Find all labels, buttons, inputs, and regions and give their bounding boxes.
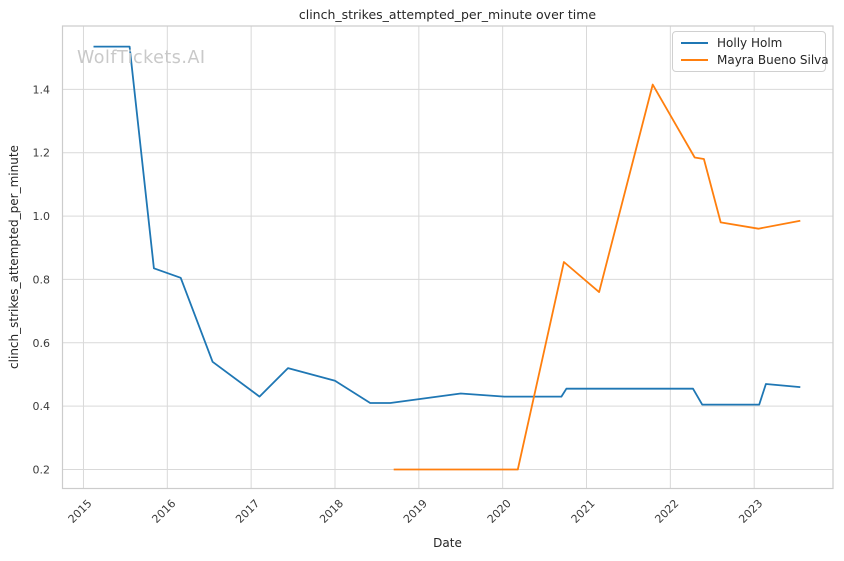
x-tick-label-2023: 2023 — [736, 497, 765, 526]
x-tick-label-2022: 2022 — [652, 497, 681, 526]
series-line-mayra-bueno-silva — [393, 83, 801, 471]
y-tick-label-1.2: 1.2 — [33, 147, 51, 160]
legend-entry-mayra-bueno-silva: Mayra Bueno Silva — [681, 53, 829, 67]
y-tick-label-0.4: 0.4 — [33, 400, 51, 413]
watermark-text: WolfTickets.AI — [77, 48, 206, 68]
legend-line-swatch-blue — [681, 42, 708, 45]
x-tick-label-2021: 2021 — [569, 497, 598, 526]
series-line-holly-holm — [93, 45, 801, 406]
x-tick-label-2015: 2015 — [66, 497, 95, 526]
chart-title: clinch_strikes_attempted_per_minute over… — [298, 7, 597, 22]
legend-line-swatch-orange — [681, 58, 708, 61]
legend-label: Holly Holm — [717, 36, 783, 51]
x-tick-label-2016: 2016 — [149, 497, 178, 526]
y-axis-label: clinch_strikes_attempted_per_minute — [7, 145, 21, 369]
y-tick-label-0.6: 0.6 — [33, 337, 51, 350]
plot-border — [61, 25, 834, 490]
x-tick-label-2017: 2017 — [233, 497, 262, 526]
x-tick-label-2020: 2020 — [485, 497, 514, 526]
y-tick-label-1.4: 1.4 — [33, 83, 51, 96]
legend: Holly Holm Mayra Bueno Silva — [672, 31, 829, 72]
y-tick-label-0.8: 0.8 — [33, 273, 51, 286]
y-tick-label-1: 1.0 — [33, 210, 51, 223]
y-tick-label-0.2: 0.2 — [33, 464, 51, 477]
legend-label: Mayra Bueno Silva — [717, 52, 829, 67]
x-tick-label-2019: 2019 — [401, 497, 430, 526]
x-tick-label-2018: 2018 — [317, 497, 346, 526]
legend-entry-holly-holm: Holly Holm — [681, 36, 817, 50]
x-axis-label: Date — [433, 536, 462, 550]
